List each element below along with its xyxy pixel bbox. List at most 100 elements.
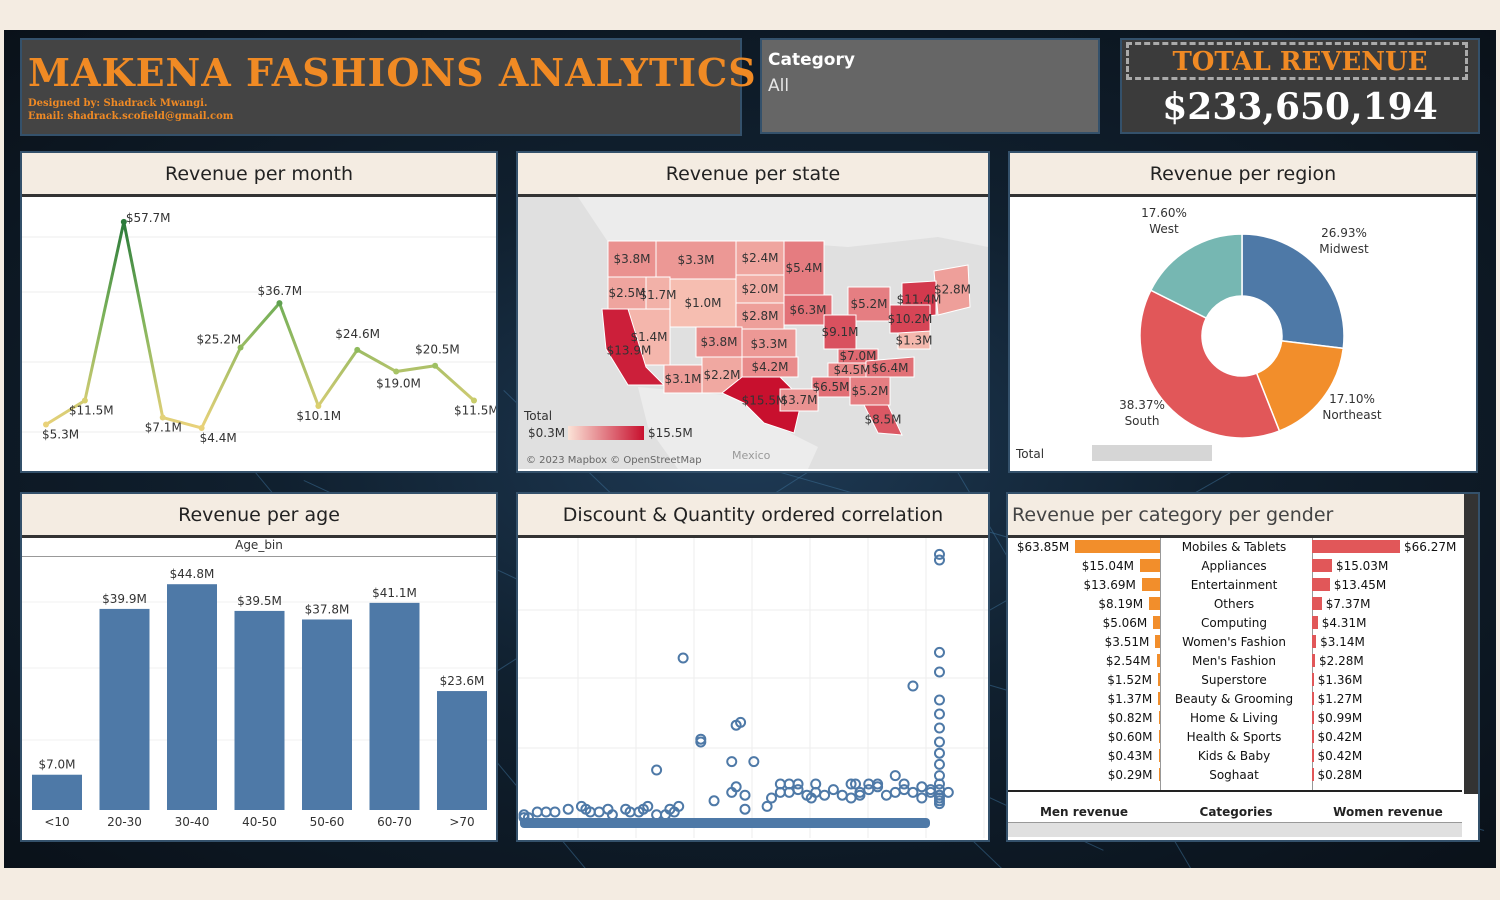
age-category-label: 60-70 bbox=[377, 815, 412, 829]
region-name-label: Northeast bbox=[1322, 408, 1382, 422]
state-value-label: $13.9M bbox=[607, 344, 652, 358]
scatter-point bbox=[522, 812, 534, 824]
col-header-men[interactable]: Men revenue bbox=[1039, 805, 1129, 819]
women-revenue-value: $4.31M bbox=[1321, 616, 1367, 630]
state-value-label: $6.5M bbox=[812, 380, 849, 394]
month-value-label: $24.6M bbox=[335, 327, 380, 341]
scatter-point bbox=[651, 764, 663, 776]
scatter-point bbox=[845, 778, 857, 790]
women-revenue-bar bbox=[1312, 540, 1400, 553]
region-name-label: West bbox=[1149, 222, 1179, 236]
state-value-label: $2.8M bbox=[934, 283, 971, 297]
scatter-point bbox=[827, 784, 839, 796]
category-filter-value[interactable]: All bbox=[768, 76, 790, 96]
state-value-label: $2.8M bbox=[741, 309, 778, 323]
table-scrollbar-vertical[interactable] bbox=[1464, 494, 1478, 794]
map-attribution[interactable]: © 2023 Mapbox © OpenStreetMap bbox=[526, 455, 702, 466]
revenue-per-month-title: Revenue per month bbox=[22, 153, 496, 197]
scatter-point bbox=[836, 789, 848, 801]
category-gender-row[interactable]: $8.19M Others $7.37M bbox=[1008, 595, 1460, 614]
scatter-point bbox=[872, 778, 884, 790]
region-slice-midwest bbox=[1241, 233, 1345, 350]
table-divider-left bbox=[1160, 538, 1161, 823]
category-name: Computing bbox=[1201, 616, 1267, 630]
category-gender-row[interactable]: $3.51M Women's Fashion $3.14M bbox=[1008, 633, 1460, 652]
age-category-label: >70 bbox=[449, 815, 474, 829]
discount-quantity-panel: Discount & Quantity ordered correlation bbox=[516, 492, 990, 842]
men-revenue-bar bbox=[1158, 768, 1160, 781]
women-revenue-bar bbox=[1312, 673, 1314, 686]
women-revenue-bar bbox=[1312, 749, 1314, 762]
category-name: Superstore bbox=[1201, 673, 1267, 687]
revenue-per-state-map[interactable]: $3.8M $3.3M $2.4M $5.4M $2.8M $2.5M$1.7M $1.0M… bbox=[518, 197, 988, 469]
region-legend-label: Total bbox=[1016, 447, 1045, 461]
category-gender-row[interactable]: $1.37M Beauty & Grooming $1.27M bbox=[1008, 690, 1460, 709]
category-filter[interactable]: Category All bbox=[760, 38, 1100, 134]
men-revenue-bar bbox=[1158, 692, 1160, 705]
category-gender-rows[interactable]: $63.85M Mobiles & Tablets $66.27M $15.04M Ap… bbox=[1008, 538, 1460, 790]
region-pct-label: 26.93% bbox=[1321, 226, 1367, 240]
region-name-label: Midwest bbox=[1319, 242, 1369, 256]
state-value-label: $3.3M bbox=[677, 253, 714, 267]
state-legend-title: Total bbox=[524, 409, 553, 423]
scatter-point bbox=[651, 809, 663, 821]
region-name-label: South bbox=[1125, 414, 1160, 428]
category-gender-row[interactable]: $13.69M Entertainment $13.45M bbox=[1008, 576, 1460, 595]
scatter-point bbox=[933, 554, 945, 566]
category-gender-row[interactable]: $5.06M Computing $4.31M bbox=[1008, 614, 1460, 633]
region-slice-west bbox=[1149, 233, 1243, 320]
age-value-label: $7.0M bbox=[38, 758, 75, 772]
month-point bbox=[315, 402, 322, 409]
state-value-label: $5.4M bbox=[785, 261, 822, 275]
category-gender-row[interactable]: $0.82M Home & Living $0.99M bbox=[1008, 709, 1460, 728]
category-gender-row[interactable]: $0.60M Health & Sports $0.42M bbox=[1008, 728, 1460, 747]
men-revenue-value: $3.51M bbox=[1104, 635, 1150, 649]
scatter-point bbox=[739, 803, 751, 815]
scatter-point bbox=[708, 795, 720, 807]
revenue-per-region-donut[interactable]: 26.93% Midwest 17.10% Northeast 38.37% South 1… bbox=[1010, 197, 1476, 469]
category-name: Health & Sports bbox=[1186, 730, 1282, 744]
men-revenue-value: $0.29M bbox=[1107, 768, 1153, 782]
category-gender-row[interactable]: $0.43M Kids & Baby $0.42M bbox=[1008, 747, 1460, 766]
canada-land bbox=[578, 197, 988, 247]
women-revenue-value: $2.28M bbox=[1319, 654, 1364, 668]
category-name: Beauty & Grooming bbox=[1174, 692, 1294, 706]
month-value-label: $11.5M bbox=[454, 404, 496, 418]
age-value-label: $37.8M bbox=[305, 602, 350, 616]
scatter-point bbox=[907, 786, 919, 798]
category-gender-row[interactable]: $63.85M Mobiles & Tablets $66.27M bbox=[1008, 538, 1460, 557]
total-revenue-label: TOTAL REVENUE bbox=[1172, 47, 1428, 77]
state-legend: Total $0.3M $15.5M bbox=[524, 409, 693, 443]
scatter-point bbox=[819, 789, 831, 801]
scatter-point bbox=[673, 800, 685, 812]
men-revenue-value: $8.19M bbox=[1098, 597, 1144, 611]
category-gender-row[interactable]: $1.52M Superstore $1.36M bbox=[1008, 671, 1460, 690]
state-region bbox=[865, 356, 915, 378]
scatter-point bbox=[792, 784, 804, 796]
scatter-point bbox=[562, 803, 574, 815]
table-scrollbar-horizontal[interactable] bbox=[1008, 822, 1462, 837]
category-gender-row[interactable]: $15.04M Appliances $15.03M bbox=[1008, 557, 1460, 576]
month-point bbox=[354, 346, 361, 353]
state-legend-scale: $0.3M $15.5M bbox=[524, 425, 693, 443]
scatter-point bbox=[933, 736, 945, 748]
age-category-label: 20-30 bbox=[107, 815, 142, 829]
month-point bbox=[471, 397, 477, 404]
category-name: Mobiles & Tablets bbox=[1181, 540, 1287, 554]
category-gender-row[interactable]: $2.54M Men's Fashion $2.28M bbox=[1008, 652, 1460, 671]
state-legend-gradient bbox=[568, 426, 644, 440]
month-point bbox=[393, 368, 400, 375]
month-line bbox=[45, 221, 475, 430]
category-name: Entertainment bbox=[1190, 578, 1278, 592]
women-revenue-value: $0.99M bbox=[1317, 711, 1363, 725]
women-revenue-bar bbox=[1312, 597, 1322, 610]
scatter-point bbox=[540, 806, 552, 818]
men-revenue-bar bbox=[1075, 540, 1160, 553]
col-header-categories[interactable]: Categories bbox=[1199, 805, 1273, 819]
month-point bbox=[43, 421, 49, 428]
category-gender-row[interactable]: $0.29M Soghaat $0.28M bbox=[1008, 766, 1460, 785]
month-value-label: $11.5M bbox=[69, 404, 114, 418]
month-value-label: $19.0M bbox=[376, 377, 421, 391]
month-point bbox=[198, 424, 205, 431]
col-header-women[interactable]: Women revenue bbox=[1333, 805, 1443, 819]
